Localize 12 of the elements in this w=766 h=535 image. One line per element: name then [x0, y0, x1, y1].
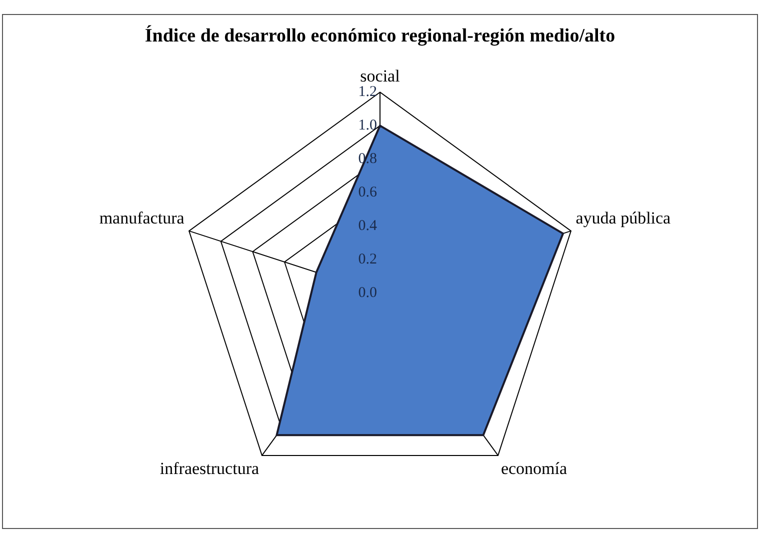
spoke-label: manufactura: [99, 208, 185, 228]
spoke-label: economía: [500, 459, 568, 478]
y-tick-label: 0.6: [358, 184, 378, 201]
y-tick-label: 0.0: [358, 284, 377, 301]
spoke-label: social: [360, 66, 400, 86]
spoke-label: infraestructura: [160, 459, 260, 478]
chart-title: Índice de desarrollo económico regional-región medio/alto: [144, 24, 616, 46]
y-tick-label: 0.2: [358, 251, 377, 268]
y-tick-label: 0.4: [358, 218, 378, 234]
y-tick-label: 1.0: [358, 118, 377, 134]
spoke-label: ayuda pública: [576, 208, 672, 228]
y-tick-label: 1.2: [358, 84, 377, 100]
